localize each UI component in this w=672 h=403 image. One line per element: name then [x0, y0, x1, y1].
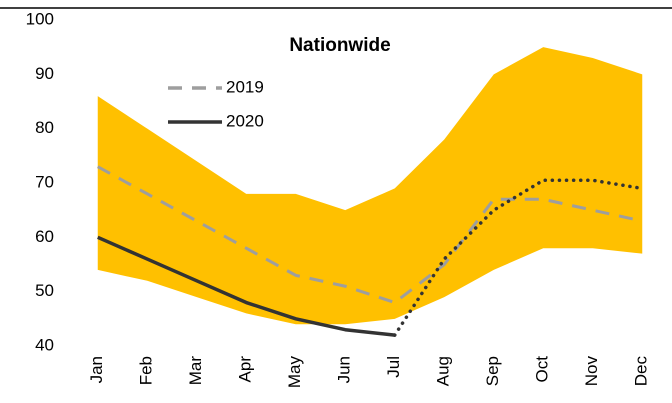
- y-tick-label: 40: [35, 335, 54, 354]
- x-tick-label: Feb: [137, 356, 156, 385]
- x-tick-label: Oct: [533, 356, 552, 383]
- y-tick-label: 90: [35, 64, 54, 83]
- y-tick-label: 80: [35, 118, 54, 137]
- y-tick-label: 100: [26, 9, 54, 28]
- series-line: [393, 178, 644, 337]
- x-tick-label: Jul: [384, 356, 403, 378]
- chart-subtitle: Nationwide: [289, 35, 390, 56]
- x-tick-label: Jan: [87, 356, 106, 383]
- series-line: [97, 235, 395, 337]
- x-tick-label: Sep: [483, 356, 502, 386]
- series-line: [97, 165, 643, 305]
- x-tick-label: Aug: [434, 356, 453, 386]
- range-band: [97, 47, 643, 325]
- y-tick-label: 70: [35, 172, 54, 191]
- x-tick-label: May: [285, 356, 304, 389]
- x-tick-label: Mar: [186, 356, 205, 386]
- x-tick-label: Apr: [236, 356, 255, 383]
- legend-label: 2020: [226, 111, 264, 130]
- x-tick-label: Dec: [632, 356, 651, 387]
- x-tick-label: Nov: [582, 356, 601, 387]
- y-tick-label: 50: [35, 281, 54, 300]
- x-tick-label: Jun: [335, 356, 354, 383]
- legend-label: 2019: [226, 77, 264, 96]
- y-tick-label: 60: [35, 227, 54, 246]
